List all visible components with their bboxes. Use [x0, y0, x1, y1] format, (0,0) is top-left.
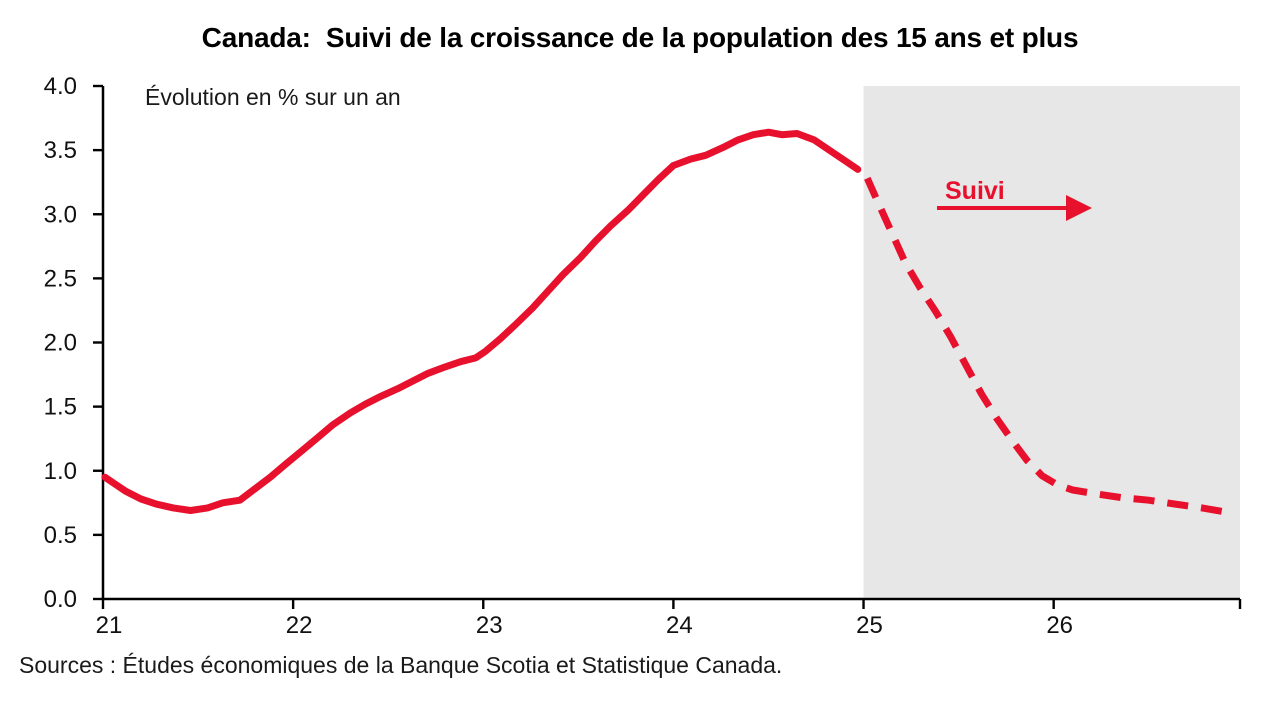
forecast-label: Suivi [945, 177, 1005, 205]
x-tick-label: 21 [96, 612, 123, 639]
series-line-observed-solid [101, 128, 862, 514]
y-tick-label: 2.0 [44, 330, 77, 357]
y-tick-label: 0.0 [44, 586, 77, 613]
x-tick-label: 23 [476, 612, 503, 639]
forecast-region [863, 86, 1240, 598]
y-tick-label: 1.5 [44, 394, 77, 421]
y-tick-label: 4.0 [44, 73, 77, 100]
chart-title: Canada: Suivi de la croissance de la pop… [201, 22, 1079, 53]
y-tick-label: 2.5 [44, 265, 77, 292]
y-tick-label: 3.0 [44, 201, 77, 228]
x-tick-label: 24 [666, 612, 693, 639]
y-tick-label: 3.5 [44, 137, 77, 164]
x-tick-label: 25 [856, 612, 883, 639]
y-tick-label: 1.0 [44, 458, 77, 485]
series-line-forecast-dashed [864, 176, 1226, 516]
forecast-arrow-icon [1066, 195, 1092, 221]
x-tick-label: 22 [286, 612, 313, 639]
units-annotation: Évolution en % sur un an [145, 84, 401, 110]
x-tick-label: 26 [1046, 612, 1073, 639]
y-tick-label: 0.5 [44, 522, 77, 549]
sources-note: Sources : Études économiques de la Banqu… [19, 652, 783, 678]
